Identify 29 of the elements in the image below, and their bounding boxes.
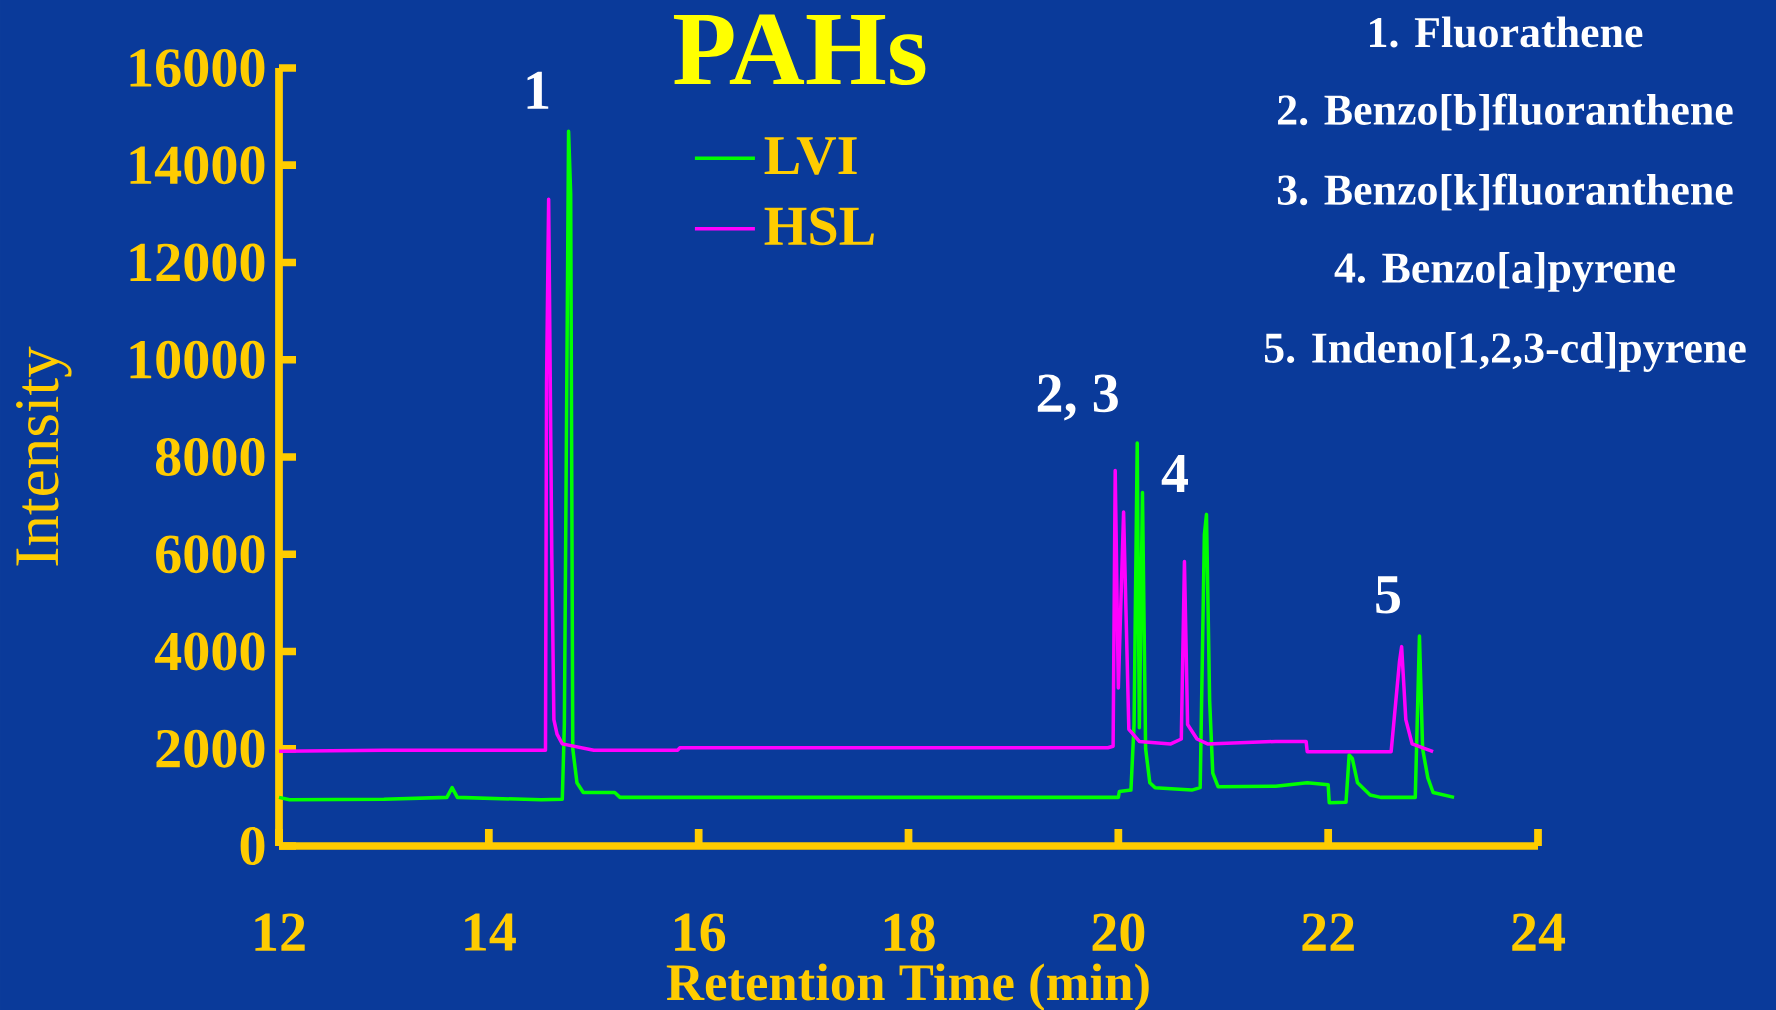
y-tick-label: 16000 [130,49,265,87]
annotation: 5 [1376,576,1400,614]
y-tick-label: 2000 [156,729,265,768]
y-tick-label: 14000 [130,146,265,185]
x-tick-label: 14 [465,913,516,951]
text: 1. Fluorathene [1370,16,1643,48]
annotation: 2, 3 [1037,374,1118,421]
x-tick-label: 16 [675,913,726,952]
annotation: 1 [527,71,549,109]
annotation: 5. Indeno[1,2,3-cd]pyrene [1264,332,1746,372]
x-tick-label: 24 [1512,913,1566,951]
y-tick-label: 0 [240,827,265,865]
legend-label: HSL [764,207,874,246]
chart-title: PAHs [673,14,926,86]
y-tick-label: 8000 [155,438,265,476]
annotation: 4. Benzo[a]pyrene [1334,252,1675,292]
y-tick-label: 6000 [156,535,265,574]
annotation: 3. Benzo[k]fluoranthene [1277,173,1733,211]
x-tick-label: 12 [255,913,305,951]
y-tick-label: 4000 [154,632,265,671]
y-axis-title: Intensity [16,346,72,566]
x-tick-label: 22 [1302,913,1354,951]
x-tick-label: 18 [884,913,935,952]
legend-label: LVI [764,137,857,175]
y-tick-label: 12000 [130,243,265,282]
annotation: 2. Benzo[b]fluoranthene [1278,93,1733,131]
annotation: 4 [1161,454,1188,492]
y-tick-label: 10000 [130,340,265,379]
x-tick-label: 20 [1092,913,1145,952]
